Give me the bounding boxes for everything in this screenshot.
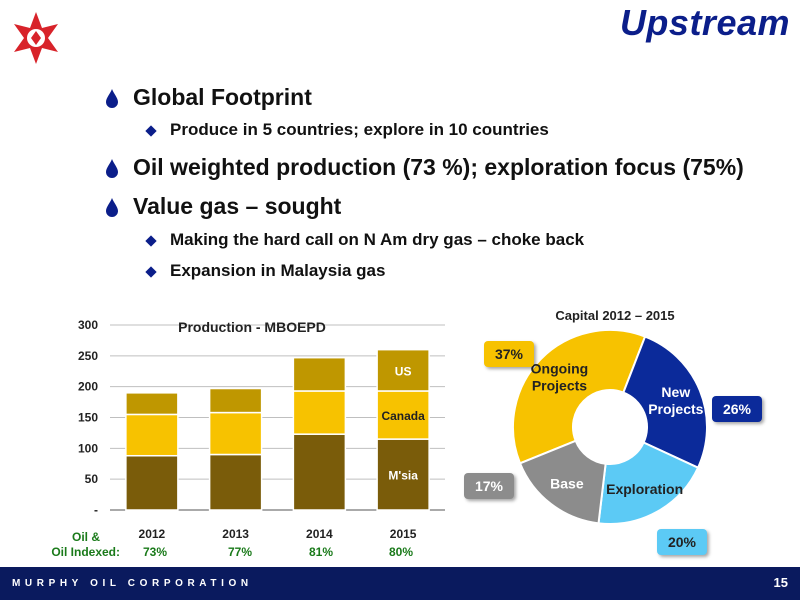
y-tick-label: - [94,503,98,517]
page-title: Upstream [619,2,790,43]
bar-segment-msia [208,453,263,511]
oil-label-line2: Oil Indexed: [51,545,120,559]
donut-slice-label: New [661,384,690,400]
company-logo [14,12,58,64]
sub-bullet-diamond-icon [145,125,157,137]
series-label: US [395,364,412,378]
series-label: M'sia [388,469,418,483]
donut-slice-base [518,439,607,525]
y-tick-label: 300 [78,318,98,332]
y-tick-label: 50 [85,472,99,486]
sub-bullet-diamond-icon [145,266,157,278]
production-bar-chart: - 50 100 150 200 250 300 Production - MBOEPD 201… [78,318,445,541]
page-number: 15 [773,575,788,590]
sub-bullet-diamond-icon [145,235,157,247]
bar-segment-canada [125,413,179,457]
oil-value-2015: 80% [389,545,414,559]
callout-base-pct: 17% [464,473,514,499]
bar-segment-us [292,356,347,392]
bullet-list: Global Footprint Produce in 5 countries;… [106,84,744,280]
sub-bullet-text: Expansion in Malaysia gas [170,261,386,280]
bar-segment-canada [208,411,263,456]
bullet-text: Oil weighted production (73 %); explorat… [133,154,744,180]
bar-segment-canada [292,390,347,435]
y-tick-label: 200 [78,380,98,394]
bullet-drop-icon [106,159,118,178]
x-tick-label: 2014 [306,527,333,541]
donut-slice-exploration [597,441,700,525]
bar-segment-us [125,392,179,416]
donut-slice-label: Projects [532,378,587,394]
callout-ongoing-pct: 37% [484,341,534,367]
sub-bullet-text: Produce in 5 countries; explore in 10 co… [170,120,549,139]
donut-slice-label: Exploration [606,481,683,497]
y-tick-label: 250 [78,349,98,363]
bullet-drop-icon [106,89,118,108]
donut-slice-label: Projects [648,401,703,417]
x-tick-label: 2013 [222,527,249,541]
callout-exploration-pct: 20% [657,529,707,555]
donut-title: Capital 2012 – 2015 [555,308,674,323]
bullet-text: Global Footprint [133,84,312,110]
y-tick-label: 150 [78,411,98,425]
bullet-text: Value gas – sought [133,193,342,219]
oil-value-2014: 81% [309,545,334,559]
series-label: Canada [381,409,425,423]
y-tick-label: 100 [78,441,98,455]
bar-segment-msia [125,454,179,511]
donut-slice-label: Base [550,475,584,491]
donut-slice-ongoing [512,329,647,465]
oil-label-line1: Oil & [71,530,100,544]
oil-value-2013: 77% [228,545,253,559]
sub-bullet-text: Making the hard call on N Am dry gas – c… [170,230,585,249]
bar-segment-us [208,387,263,414]
oil-value-2012: 73% [143,545,168,559]
bar-segment-msia [292,433,347,511]
callout-new-pct: 26% [712,396,762,422]
footer-bar: MURPHY OIL CORPORATION 15 [0,567,800,600]
x-tick-label: 2012 [139,527,166,541]
donut-slice-new [622,335,708,470]
footer-company: MURPHY OIL CORPORATION [12,578,253,589]
bullet-drop-icon [106,198,118,217]
bar-chart-title: Production - MBOEPD [178,319,326,335]
bar-segment-us [376,348,430,392]
donut-slice-label: Ongoing [531,361,589,377]
x-tick-label: 2015 [390,527,417,541]
